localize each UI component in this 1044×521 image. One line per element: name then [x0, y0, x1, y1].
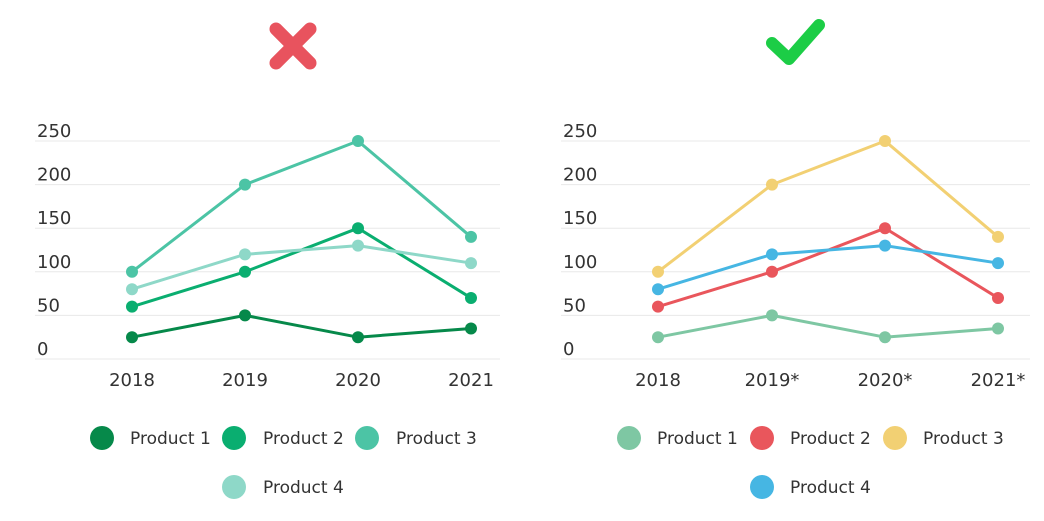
data-point-product-3	[766, 178, 778, 191]
series-line-product-4	[130, 244, 473, 291]
legend-item-product-1: Product 1	[90, 426, 211, 450]
legend-label: Product 1	[657, 429, 738, 449]
legend-swatch	[222, 426, 246, 450]
legend-item-product-4: Product 4	[750, 475, 871, 499]
data-point-product-4	[465, 257, 477, 270]
y-tick-label: 200	[563, 165, 597, 186]
y-tick-label: 150	[37, 208, 71, 229]
data-point-product-2	[766, 265, 778, 278]
legend-swatch	[222, 475, 246, 499]
data-point-product-3	[239, 178, 251, 191]
series-line-product-2	[656, 226, 1000, 309]
y-tick-label: 250	[563, 121, 597, 142]
y-tick-label: 50	[563, 295, 586, 316]
y-tick-label: 200	[37, 165, 71, 186]
data-point-product-4	[239, 248, 251, 261]
x-tick-label: 2019*	[745, 370, 800, 391]
x-tick-label: 2021	[448, 370, 494, 391]
data-point-product-3	[879, 135, 891, 147]
cross-icon	[269, 22, 317, 70]
series-line-product-2	[130, 226, 473, 309]
x-tick-label: 2019	[222, 370, 268, 391]
data-point-product-1	[879, 331, 891, 344]
data-point-product-2	[239, 265, 251, 278]
legend-item-product-1: Product 1	[617, 426, 738, 450]
legend-swatch	[355, 426, 379, 450]
data-point-product-4	[126, 283, 138, 296]
x-tick-label: 2018	[109, 370, 155, 391]
series-line-product-3	[130, 139, 473, 274]
data-point-product-3	[465, 230, 477, 243]
data-point-product-1	[352, 331, 364, 344]
x-tick-label: 2018	[635, 370, 681, 391]
series-line-product-4	[656, 244, 1000, 291]
data-point-product-1	[239, 309, 251, 322]
data-point-product-3	[352, 135, 364, 147]
data-point-product-2	[652, 300, 664, 313]
legend-label: Product 1	[130, 429, 211, 449]
legend-label: Product 3	[396, 429, 477, 449]
legend-item-product-2: Product 2	[222, 426, 344, 450]
legend-swatch	[883, 426, 907, 450]
y-tick-label: 250	[37, 121, 71, 142]
legend-item-product-4: Product 4	[222, 475, 344, 499]
legend-label: Product 2	[790, 429, 871, 449]
legend-swatch	[750, 475, 774, 499]
data-point-product-4	[352, 239, 364, 252]
legend-swatch	[750, 426, 774, 450]
data-point-product-4	[879, 239, 891, 252]
data-point-product-2	[992, 291, 1004, 304]
legend-item-product-2: Product 2	[750, 426, 871, 450]
data-point-product-3	[126, 265, 138, 278]
y-tick-label: 0	[563, 339, 574, 360]
y-tick-label: 0	[37, 339, 48, 360]
series-line-product-1	[130, 313, 473, 339]
data-point-product-3	[992, 230, 1004, 243]
y-tick-label: 100	[563, 252, 597, 273]
data-point-product-2	[879, 222, 891, 235]
data-point-product-2	[352, 222, 364, 235]
legend-label: Product 2	[263, 429, 344, 449]
data-point-product-3	[652, 265, 664, 278]
x-tick-label: 2020*	[858, 370, 913, 391]
check-icon	[766, 19, 825, 65]
y-tick-label: 100	[37, 252, 71, 273]
data-point-product-2	[465, 291, 477, 304]
legend-item-product-3: Product 3	[355, 426, 477, 450]
data-point-product-4	[652, 283, 664, 296]
data-point-product-1	[652, 331, 664, 344]
series-line-product-3	[656, 139, 1000, 274]
legend-label: Product 4	[790, 478, 871, 498]
data-point-product-4	[766, 248, 778, 261]
y-tick-label: 50	[37, 295, 60, 316]
legend-swatch	[90, 426, 114, 450]
x-tick-label: 2021*	[971, 370, 1026, 391]
series-line-product-1	[656, 313, 1000, 339]
data-point-product-4	[992, 257, 1004, 270]
legend-item-product-3: Product 3	[883, 426, 1004, 450]
chart-panel-good: 250 200 150 100 50 0 2018 2019* 2020* 2021* Produc…	[561, 19, 1030, 499]
legend-swatch	[617, 426, 641, 450]
chart-panel-bad: 250 200 150 100 50 0 2018 2019 2020 2021 Product 1…	[35, 22, 500, 499]
data-point-product-1	[992, 322, 1004, 335]
data-point-product-2	[126, 300, 138, 313]
data-point-product-1	[766, 309, 778, 322]
data-point-product-1	[126, 331, 138, 344]
data-point-product-1	[465, 322, 477, 335]
y-tick-label: 150	[563, 208, 597, 229]
x-tick-label: 2020	[335, 370, 381, 391]
legend-label: Product 4	[263, 478, 344, 498]
legend-label: Product 3	[923, 429, 1004, 449]
